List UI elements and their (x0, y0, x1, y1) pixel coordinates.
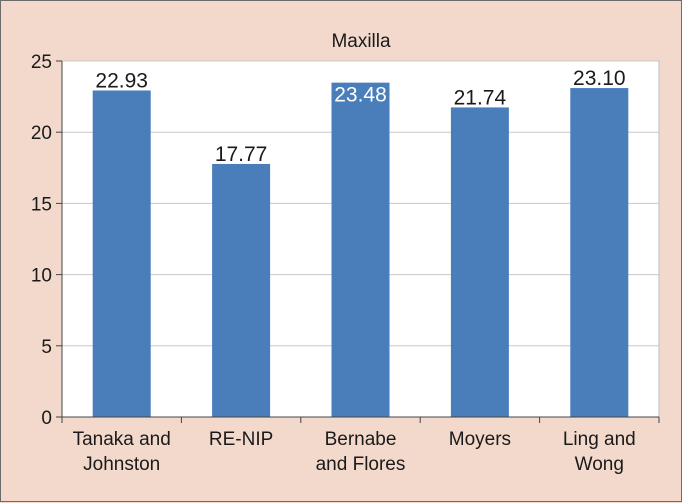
y-axis: 0 5 10 15 20 25 (31, 52, 63, 429)
x-category-label: RE-NIP (209, 429, 273, 450)
x-category-label: and Flores (316, 454, 406, 475)
x-category-label: Tanaka and (73, 429, 171, 450)
data-label: 23.48 (334, 84, 387, 107)
x-category-label: Bernabe (325, 429, 397, 450)
y-tick-label: 10 (31, 266, 52, 287)
chart-title: Maxilla (331, 31, 391, 52)
y-tick-label: 15 (31, 194, 52, 215)
bar (450, 107, 509, 418)
bar (570, 88, 629, 417)
data-label: 21.74 (454, 86, 507, 109)
bar (212, 163, 271, 417)
y-tick-label: 5 (41, 337, 52, 358)
data-label: 22.93 (95, 69, 148, 92)
data-label: 23.10 (573, 67, 626, 90)
x-category-label: Johnston (83, 454, 160, 475)
data-labels: 22.93 17.77 23.48 21.74 23.10 (95, 67, 625, 166)
y-tick-label: 0 (41, 408, 52, 429)
y-tick-label: 25 (31, 52, 52, 73)
x-axis: Tanaka and Johnston RE-NIP Bernabe and Flore… (61, 416, 660, 475)
x-category-label: Ling and (563, 429, 636, 450)
data-label: 17.77 (215, 143, 268, 166)
y-tick-label: 20 (31, 123, 52, 144)
bar (331, 82, 390, 417)
bar (92, 90, 151, 417)
x-category-label: Wong (575, 454, 624, 475)
x-category-label: Moyers (449, 429, 511, 450)
bars (92, 82, 629, 418)
